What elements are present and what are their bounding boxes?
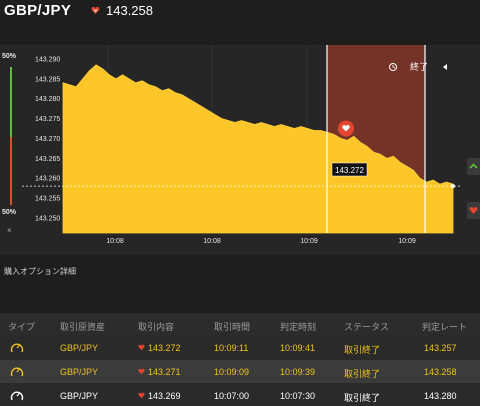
purchase-table: タイプ 取引原資産 取引内容 取引時間 判定時刻 ステータス 判定レート GBP… [0,313,480,406]
table-header: タイプ 取引原資産 取引内容 取引時間 判定時刻 ステータス 判定レート [0,313,480,335]
table-row[interactable]: GBP/JPY 143.272 10:09:11 10:09:41 取引終了 1… [0,335,480,359]
timer-icon [10,391,24,401]
up-arrow-icon [469,163,478,169]
pair-title: GBP/JPY [4,2,72,19]
row-judge-time: 10:09:39 [280,367,316,377]
y-axis: 143.290 143.285 143.280 143.275 143.270 143.2… [35,56,60,222]
row-trade-time: 10:09:09 [214,367,250,377]
history-icon[interactable] [389,63,397,71]
row-judge-rate: 143.258 [424,367,457,377]
row-rate: 143.271 [148,367,181,377]
timer-icon [10,367,24,377]
x-axis: 10:08 10:08 10:09 10:09 [106,238,416,245]
table-row[interactable]: GBP/JPY 143.269 10:07:00 10:07:30 取引終了 1… [0,383,480,406]
heart-down-icon [469,207,478,214]
current-price-dot [451,184,455,189]
chart-area: 50% 50% × 終了 143.272 143.290 143.285 143.2… [0,45,480,255]
row-rate: 143.269 [148,391,181,401]
col-status: ステータス [344,322,390,332]
row-judge-rate: 143.257 [424,343,457,353]
row-status: 取引終了 [344,345,381,355]
timer-icon [10,343,24,353]
y-tick-label: 143.285 [35,76,60,83]
buy-down-tab[interactable] [467,202,480,219]
heart-down-icon [138,392,145,399]
row-trade-time: 10:09:11 [214,343,249,353]
heart-down-icon [138,344,145,351]
x-tick-label: 10:09 [398,238,416,245]
close-icon[interactable]: × [7,226,12,235]
y-tick-label: 143.270 [35,136,60,143]
row-asset: GBP/JPY [60,343,99,353]
row-judge-rate: 143.280 [424,391,457,401]
heart-down-icon [91,6,100,15]
col-trade-time: 取引時間 [214,322,251,332]
heart-down-icon [138,368,145,375]
probability-sidebar: 50% 50% × [0,45,22,245]
buy-up-tab[interactable] [467,158,480,175]
row-judge-time: 10:07:30 [280,391,316,401]
down-probability-bar [10,137,12,205]
pct-bottom: 50% [2,209,17,216]
col-judge-time: 判定時刻 [280,322,317,332]
col-asset: 取引原資産 [60,322,106,332]
expired-label: 終了 [410,61,428,72]
col-judge-rate: 判定レート [422,322,468,332]
y-tick-label: 143.290 [35,56,60,63]
row-judge-time: 10:09:41 [280,343,316,353]
row-trade-time: 10:07:00 [214,391,250,401]
row-status: 取引終了 [344,369,381,379]
entry-label-box [331,162,368,177]
section-title: 購入オプション詳細 [4,267,76,276]
col-type: タイプ [8,322,36,332]
price-area-series [62,64,454,234]
entry-label: 143.272 [335,166,364,175]
row-rate: 143.272 [148,343,181,353]
price-chart[interactable]: 終了 143.272 143.290143.285143.280143.2751… [22,45,460,255]
collapse-arrow-icon[interactable] [443,64,447,70]
current-price: 143.258 [106,3,153,18]
y-tick-label: 143.260 [35,176,60,183]
y-tick-label: 143.280 [35,96,60,103]
entry-marker [338,120,354,137]
y-tick-label: 143.250 [35,215,60,222]
row-asset: GBP/JPY [60,367,99,377]
x-tick-label: 10:09 [300,238,318,245]
y-tick-label: 143.265 [35,156,60,163]
up-probability-bar [10,67,12,137]
pct-top: 50% [2,53,17,60]
row-asset: GBP/JPY [60,391,99,401]
row-status: 取引終了 [344,393,381,403]
header-bar: GBP/JPY 143.258 [0,0,480,28]
y-tick-label: 143.255 [35,196,60,203]
col-content: 取引内容 [138,322,175,332]
table-row[interactable]: GBP/JPY 143.271 10:09:09 10:09:39 取引終了 1… [0,359,480,383]
x-tick-label: 10:08 [106,238,124,245]
x-tick-label: 10:08 [203,238,221,245]
y-tick-label: 143.275 [35,116,60,123]
